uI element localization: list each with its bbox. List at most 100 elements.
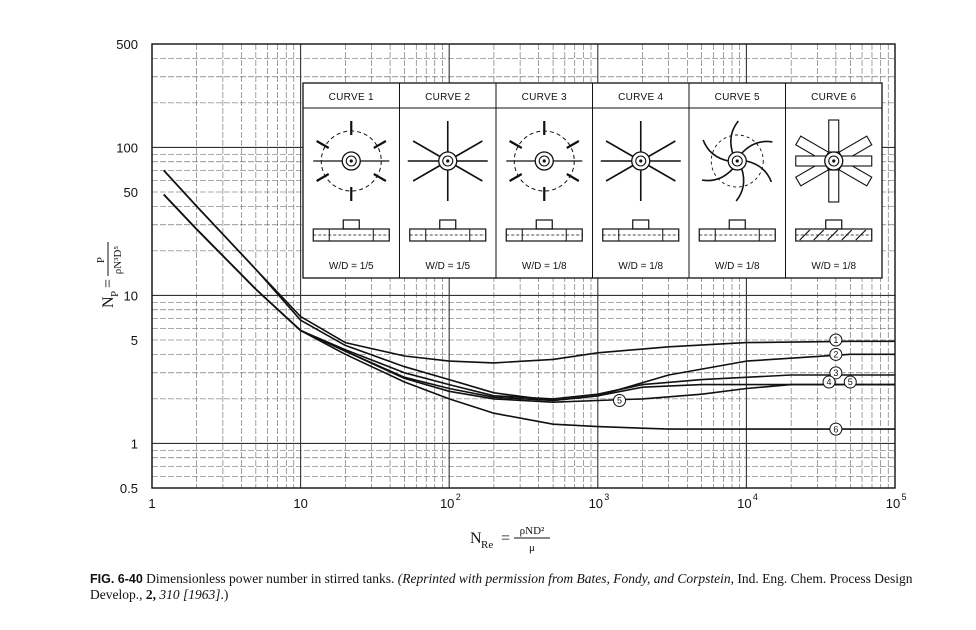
legend-item-header: CURVE 2 [425,92,470,103]
x-tick-exponent: 3 [604,492,609,502]
impeller-1-side-view-icon [312,219,390,242]
curve-marker-number: 4 [827,377,832,387]
caption-text: Dimensionless power number in stirred ta… [146,571,395,586]
curve-marker-circle [829,422,843,436]
curve-number-markers: 1 2 34 5 5 6 [613,333,857,436]
x-tick-label: 10 4 [737,492,758,511]
x-tick-label: 10 2 [440,492,461,511]
y-axis-symbol: N [100,296,117,308]
impeller-3-side-view-icon [505,219,583,242]
x-axis-denominator: μ [529,542,535,554]
figure-label: FIG. 6-40 [90,572,143,586]
x-tick-base: 10 [293,496,307,511]
impeller-2-icon [407,121,488,201]
curve-marker-number: 5 [617,396,622,406]
curve-marker-number: 2 [833,350,838,360]
legend-item-header: CURVE 1 [329,92,374,103]
y-axis-denominator: ρN³D⁵ [112,246,124,275]
legend-item-curve-2: CURVE 2 W/D = 1/5 [407,92,488,272]
x-axis-label: N Re = ρND² μ [470,525,550,554]
impeller-2-side-view-icon [409,219,487,242]
curve-marker: 3 [829,366,843,380]
y-tick-label: 1 [131,436,138,451]
curve-marker-circle [829,347,843,361]
y-axis-ticks: 500 100 50 10 5 1 0.5 [116,37,138,496]
curve-marker: 6 [829,422,843,436]
curve-marker-circle [843,375,857,389]
plot-frame [151,43,896,489]
curve-marker-number: 3 [833,368,838,378]
legend-item-wd-ratio: W/D = 1/8 [715,261,760,272]
curve-marker: 4 [822,375,836,389]
impeller-6-side-view-icon [795,219,873,242]
legend-item-wd-ratio: W/D = 1/8 [522,261,567,272]
x-tick-base: 1 [148,496,155,511]
y-axis-numerator: P [95,257,107,263]
curve-marker: 5 [843,375,857,389]
curve-marker-circle [613,394,627,408]
y-tick-label: 10 [124,288,138,303]
impeller-1-icon [313,121,390,201]
x-tick-base: 10 [737,496,751,511]
x-tick-exponent: 4 [753,492,758,502]
y-axis-equals: = [100,279,117,288]
curve-marker: 1 [829,333,843,347]
impeller-4-icon [600,121,681,201]
legend-item-wd-ratio: W/D = 1/8 [811,261,856,272]
x-axis-symbol: N [470,530,482,547]
caption-closing: .) [220,587,229,602]
curve-marker-number: 1 [833,335,838,345]
caption-pages: 310 [159,587,180,602]
legend-item-wd-ratio: W/D = 1/5 [425,261,470,272]
curve-marker-circle [822,375,836,389]
x-tick-base: 10 [589,496,603,511]
y-axis-label: N P = P ρN³D⁵ [95,242,124,308]
curve-2 [163,169,895,402]
legend-item-wd-ratio: W/D = 1/5 [329,261,374,272]
legend-item-header: CURVE 3 [522,92,567,103]
curve-6 [163,194,895,430]
curve-marker-number: 6 [833,424,838,434]
legend-item-header: CURVE 4 [618,92,663,103]
x-axis-equals: = [501,530,510,547]
caption-journal: Ind. Eng. Chem. Process Design Develop., [90,571,913,602]
y-tick-label: 50 [124,185,138,200]
legend-item-curve-4: CURVE 4 W/D = 1/8 [600,92,681,272]
caption-credit: (Reprinted with permission from Bates, F… [397,571,734,586]
impeller-5-side-view-icon [698,219,776,242]
legend-item-wd-ratio: W/D = 1/8 [618,261,663,272]
x-axis-subscript: Re [481,539,493,551]
caption-volume: 2, [145,587,156,602]
impeller-legend: CURVE 1 W/D = 1/5 CURVE 2 W/D = 1/5 CURVE 3 W… [302,82,883,279]
legend-item-header: CURVE 5 [715,92,760,103]
x-axis-numerator: ρND² [520,525,545,537]
curve-marker: 2 [829,347,843,361]
caption-year: [1963] [182,587,221,602]
x-axis-ticks: 1 10 10 2 10 3 10 4 10 5 [148,492,906,511]
x-tick-label: 10 [293,496,307,511]
y-axis-subscript: P [109,291,121,297]
legend-item-curve-5: CURVE 5 W/D = 1/8 [698,92,776,272]
curve-marker-number: 5 [848,377,853,387]
x-tick-base: 10 [886,496,900,511]
x-tick-label: 1 [148,496,155,511]
curves [163,169,895,430]
y-tick-label: 100 [116,140,138,155]
legend-item-curve-3: CURVE 3 W/D = 1/8 [505,92,583,272]
y-tick-label: 500 [116,37,138,52]
x-tick-base: 10 [440,496,454,511]
x-tick-label: 10 5 [886,492,907,511]
curve-marker: 5 [613,394,627,408]
impeller-3-icon [506,121,583,201]
x-tick-exponent: 2 [456,492,461,502]
legend-item-curve-6: CURVE 6 W/D = 1/8 [794,92,873,272]
x-tick-label: 10 3 [589,492,610,511]
x-tick-exponent: 5 [901,492,906,502]
curve-marker-circle [829,366,843,380]
legend-item-header: CURVE 6 [811,92,856,103]
figure-caption: FIG. 6-40 Dimensionless power number in … [90,571,940,603]
curve-marker-circle [829,333,843,347]
y-tick-label: 5 [131,333,138,348]
impeller-6-icon [794,119,873,203]
